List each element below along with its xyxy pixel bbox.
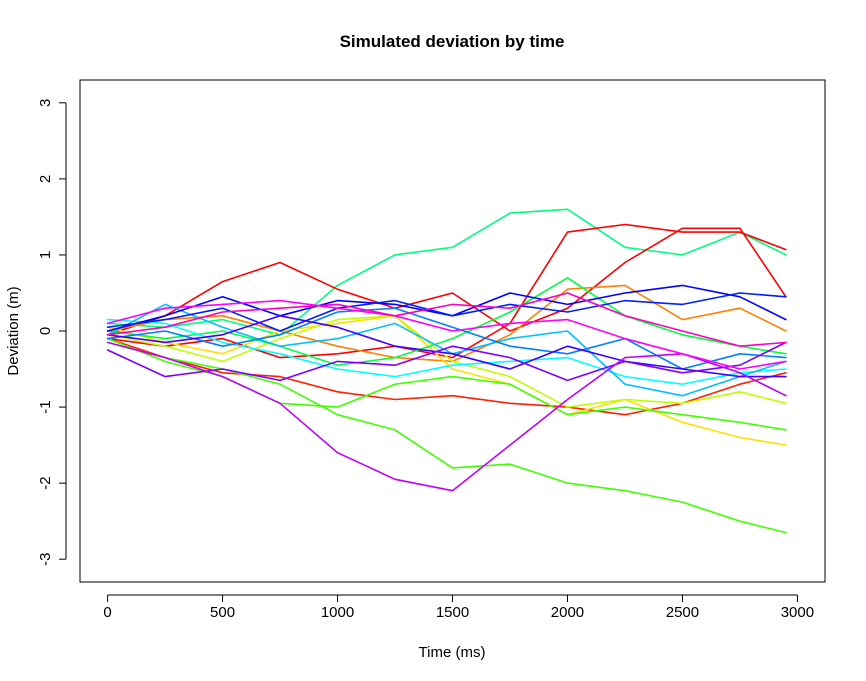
series-line-17 <box>106 341 787 382</box>
x-tick-label: 1000 <box>321 604 354 621</box>
series-line-3 <box>106 227 787 336</box>
y-tick-label: -3 <box>37 553 54 566</box>
series-line-11 <box>106 318 787 386</box>
y-tick-label: 0 <box>37 327 54 335</box>
x-axis-label: Time (ms) <box>419 644 486 661</box>
y-tick-label: 2 <box>37 175 54 183</box>
x-tick-label: 3000 <box>781 604 814 621</box>
series-line-7 <box>106 314 787 408</box>
y-tick-label: -2 <box>37 476 54 489</box>
y-axis: -3 -2 -1 0 1 2 3 <box>37 99 67 566</box>
x-tick-label: 2000 <box>551 604 584 621</box>
y-tick-label: -1 <box>37 400 54 413</box>
series-line-14 <box>106 284 787 332</box>
chart-title: Simulated deviation by time <box>340 32 565 51</box>
series-line-2 <box>106 223 787 359</box>
series-layer <box>106 208 787 534</box>
series-line-1 <box>106 208 787 336</box>
series-line-16 <box>106 314 787 378</box>
x-tick-label: 500 <box>210 604 235 621</box>
series-line-20 <box>106 292 787 348</box>
x-tick-label: 0 <box>103 604 111 621</box>
plot-frame <box>79 79 826 583</box>
x-tick-label: 1500 <box>436 604 469 621</box>
x-tick-label: 2500 <box>666 604 699 621</box>
x-axis: 0 500 1000 1500 2000 2500 3000 <box>103 594 814 621</box>
series-line-15 <box>106 292 787 332</box>
series-line-10 <box>106 276 787 367</box>
y-tick-label: 3 <box>37 99 54 107</box>
series-line-12 <box>106 303 787 397</box>
y-axis-label: Deviation (m) <box>5 286 22 375</box>
series-line-6 <box>106 314 787 446</box>
y-tick-label: 1 <box>37 251 54 259</box>
series-line-19 <box>106 299 787 370</box>
